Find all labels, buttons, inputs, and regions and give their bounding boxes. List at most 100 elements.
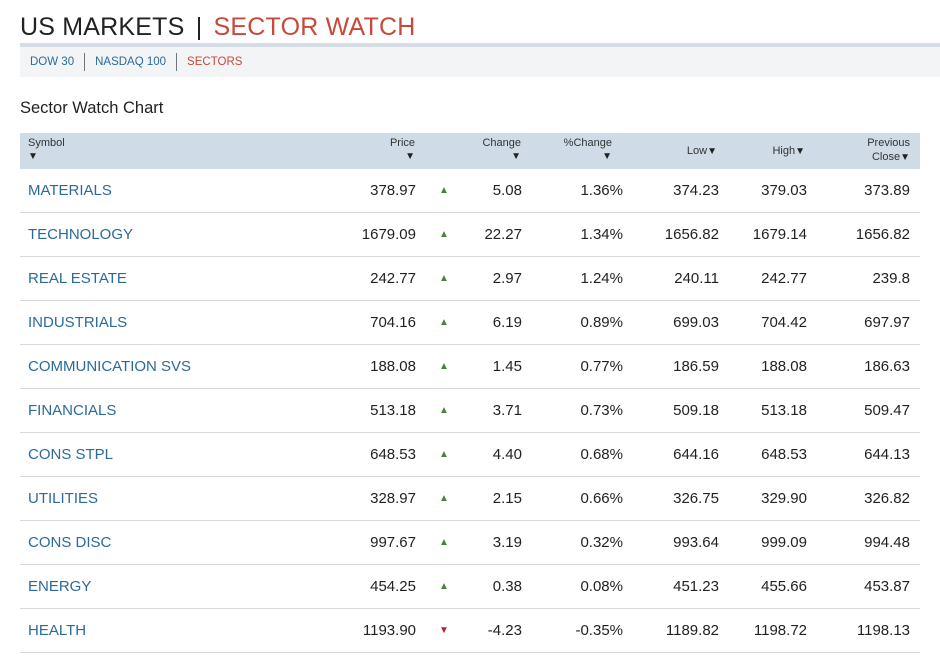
col-price[interactable]: Price ▼ — [390, 136, 415, 164]
high-value: 648.53 — [761, 446, 807, 463]
price-value: 704.16 — [370, 314, 416, 331]
sector-symbol-link[interactable]: INDUSTRIALS — [28, 314, 128, 331]
previous-close-value: 186.63 — [864, 358, 910, 375]
table-row[interactable]: UTILITIES 328.97 ▲ 2.15 0.66% 326.75 329.90 326… — [20, 477, 920, 521]
pct-change-value: 0.32% — [580, 534, 623, 551]
pct-change-value: 0.08% — [580, 578, 623, 595]
col-low[interactable]: Low▼ — [687, 144, 717, 159]
table-row[interactable]: TECHNOLOGY 1679.09 ▲ 22.27 1.34% 1656.82 1679.… — [20, 213, 920, 257]
change-value: 0.38 — [492, 578, 522, 595]
previous-close-value: 1198.13 — [856, 622, 910, 639]
pct-change-value: 0.89% — [580, 314, 623, 331]
sector-symbol-link[interactable]: MATERIALS — [28, 182, 112, 199]
low-value: 1189.82 — [665, 622, 719, 639]
sector-symbol-link[interactable]: ENERGY — [28, 578, 92, 595]
low-value: 326.75 — [673, 490, 719, 507]
sort-arrow-icon: ▼ — [900, 152, 910, 163]
pct-change-value: 0.77% — [580, 358, 623, 375]
low-value: 374.23 — [673, 182, 719, 199]
sector-symbol-link[interactable]: UTILITIES — [28, 490, 99, 507]
col-low-label: Low — [686, 145, 708, 157]
pct-change-value: 1.24% — [580, 270, 623, 287]
col-change-label: Change — [482, 137, 521, 149]
high-value: 242.77 — [761, 270, 807, 287]
change-value: 4.40 — [492, 446, 522, 463]
sector-symbol-link[interactable]: FINANCIALS — [28, 402, 117, 419]
table-row[interactable]: ENERGY 454.25 ▲ 0.38 0.08% 451.23 455.66 453.87 — [20, 565, 920, 609]
up-arrow-icon: ▲ — [439, 405, 449, 416]
sector-symbol-link[interactable]: REAL ESTATE — [28, 270, 127, 287]
up-arrow-icon: ▲ — [439, 537, 449, 548]
low-value: 240.11 — [674, 270, 719, 287]
col-symbol[interactable]: Symbol ▼ — [28, 136, 65, 164]
col-pct-change[interactable]: %Change ▼ — [564, 136, 612, 164]
price-value: 378.97 — [370, 182, 416, 199]
sector-symbol-link[interactable]: CONS DISC — [28, 534, 112, 551]
previous-close-value: 644.13 — [864, 446, 910, 463]
high-value: 379.03 — [761, 182, 807, 199]
pct-change-value: 0.66% — [580, 490, 623, 507]
price-value: 513.18 — [370, 402, 416, 419]
subnav-dow30[interactable]: DOW 30 — [30, 56, 75, 68]
sort-arrow-icon: ▼ — [795, 146, 805, 157]
change-value: 3.19 — [492, 534, 522, 551]
col-symbol-label: Symbol — [28, 137, 65, 149]
low-value: 644.16 — [673, 446, 719, 463]
col-high-label: High — [772, 145, 796, 157]
high-value: 455.66 — [761, 578, 807, 595]
table-row[interactable]: FINANCIALS 513.18 ▲ 3.71 0.73% 509.18 513.18 50… — [20, 389, 920, 433]
change-value: 2.97 — [492, 270, 522, 287]
pct-change-value: 0.73% — [580, 402, 623, 419]
col-pct-change-label: %Change — [563, 137, 612, 149]
table-row[interactable]: CONS STPL 648.53 ▲ 4.40 0.68% 644.16 648.53 644… — [20, 433, 920, 477]
down-arrow-icon: ▼ — [439, 625, 449, 636]
col-previous-close[interactable]: Previous Close▼ — [867, 136, 910, 165]
price-value: 1679.09 — [361, 226, 416, 243]
low-value: 993.64 — [673, 534, 719, 551]
low-value: 1656.82 — [664, 226, 719, 243]
col-price-label: Price — [389, 137, 415, 149]
subnav-sectors[interactable]: SECTORS — [187, 56, 243, 68]
pct-change-value: 0.68% — [580, 446, 623, 463]
sector-symbol-link[interactable]: COMMUNICATION SVS — [28, 358, 192, 375]
sector-table: Symbol ▼ Price ▼ Change ▼ %Change ▼ Low▼… — [20, 133, 920, 653]
col-change[interactable]: Change ▼ — [482, 136, 521, 164]
up-arrow-icon: ▲ — [439, 185, 449, 196]
high-value: 188.08 — [761, 358, 807, 375]
market-subnav: DOW 30 NASDAQ 100 SECTORS — [20, 47, 940, 77]
sector-symbol-link[interactable]: TECHNOLOGY — [28, 226, 134, 243]
table-row[interactable]: CONS DISC 997.67 ▲ 3.19 0.32% 993.64 999.09 994… — [20, 521, 920, 565]
change-value: 6.19 — [492, 314, 522, 331]
up-arrow-icon: ▲ — [439, 581, 449, 592]
price-value: 1193.90 — [362, 622, 416, 639]
table-row[interactable]: HEALTH 1193.90 ▼ -4.23 -0.35% 1189.82 1198.72 1… — [20, 609, 920, 653]
up-arrow-icon: ▲ — [439, 449, 449, 460]
table-row[interactable]: INDUSTRIALS 704.16 ▲ 6.19 0.89% 699.03 704.42 6… — [20, 301, 920, 345]
price-value: 242.77 — [370, 270, 416, 287]
sector-symbol-link[interactable]: HEALTH — [28, 622, 87, 639]
sector-symbol-link[interactable]: CONS STPL — [28, 446, 114, 463]
subnav-divider — [84, 53, 86, 71]
price-value: 188.08 — [370, 358, 416, 375]
sort-arrow-icon: ▼ — [405, 151, 415, 162]
header-divider — [20, 43, 940, 47]
change-value: -4.23 — [487, 622, 522, 639]
high-value: 329.90 — [761, 490, 807, 507]
low-value: 509.18 — [673, 402, 719, 419]
page-title-main: US MARKETS — [20, 13, 185, 41]
previous-close-value: 697.97 — [864, 314, 910, 331]
table-row[interactable]: MATERIALS 378.97 ▲ 5.08 1.36% 374.23 379.03 373… — [20, 169, 920, 213]
high-value: 513.18 — [761, 402, 807, 419]
col-high[interactable]: High▼ — [772, 144, 805, 159]
subnav-nasdaq100[interactable]: NASDAQ 100 — [95, 56, 167, 68]
price-value: 454.25 — [370, 578, 416, 595]
subnav-divider — [176, 53, 178, 71]
up-arrow-icon: ▲ — [439, 317, 449, 328]
sort-arrow-icon: ▼ — [28, 151, 38, 162]
table-row[interactable]: REAL ESTATE 242.77 ▲ 2.97 1.24% 240.11 242.77 2… — [20, 257, 920, 301]
sort-arrow-icon: ▼ — [707, 146, 717, 157]
previous-close-value: 326.82 — [864, 490, 910, 507]
previous-close-value: 373.89 — [864, 182, 910, 199]
high-value: 1679.14 — [752, 226, 807, 243]
table-row[interactable]: COMMUNICATION SVS 188.08 ▲ 1.45 0.77% 186.59 1… — [20, 345, 920, 389]
